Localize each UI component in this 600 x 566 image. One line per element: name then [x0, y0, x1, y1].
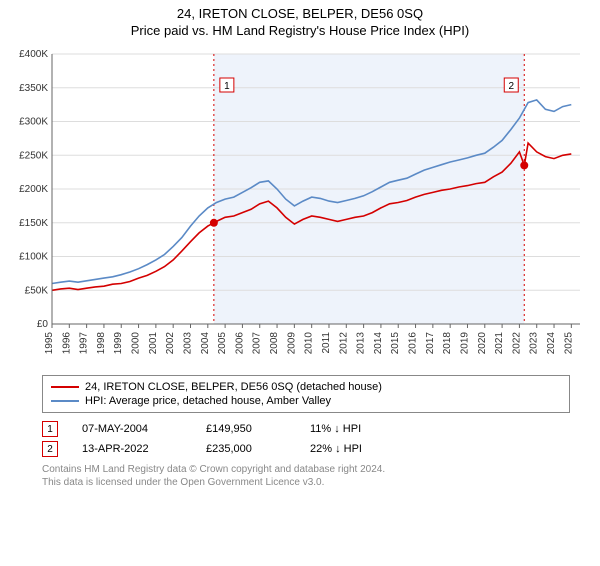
svg-text:1996: 1996 — [61, 332, 72, 355]
sale-delta: 22% ↓ HPI — [310, 443, 362, 455]
legend-label: HPI: Average price, detached house, Ambe… — [85, 395, 331, 407]
sale-marker: 1 — [42, 421, 58, 437]
svg-text:2004: 2004 — [200, 332, 211, 355]
svg-text:2012: 2012 — [338, 332, 349, 355]
page-subtitle: Price paid vs. HM Land Registry's House … — [0, 23, 600, 38]
svg-text:2017: 2017 — [425, 332, 436, 355]
svg-text:2013: 2013 — [356, 332, 367, 355]
svg-text:1997: 1997 — [79, 332, 90, 355]
svg-text:2014: 2014 — [373, 332, 384, 355]
sale-date: 13-APR-2022 — [82, 443, 182, 455]
legend-swatch — [51, 400, 79, 402]
svg-text:£0: £0 — [37, 319, 49, 330]
sale-price: £235,000 — [206, 443, 286, 455]
svg-text:2025: 2025 — [563, 332, 574, 355]
footer-line-2: This data is licensed under the Open Gov… — [42, 476, 570, 489]
page-title: 24, IRETON CLOSE, BELPER, DE56 0SQ — [0, 6, 600, 21]
svg-text:£250K: £250K — [19, 150, 48, 161]
footer-line-1: Contains HM Land Registry data © Crown c… — [42, 463, 570, 476]
svg-text:2001: 2001 — [148, 332, 159, 355]
svg-text:2011: 2011 — [321, 332, 332, 354]
footer-note: Contains HM Land Registry data © Crown c… — [42, 463, 570, 489]
svg-text:1999: 1999 — [113, 332, 124, 355]
chart-container: £0 £50K £100K £150K £200K £250K £300K £350K £400… — [10, 44, 590, 369]
svg-text:2009: 2009 — [286, 332, 297, 355]
sale-row: 1 07-MAY-2004 £149,950 11% ↓ HPI — [42, 419, 570, 439]
svg-text:£100K: £100K — [19, 252, 48, 263]
sale-delta: 11% ↓ HPI — [310, 423, 361, 435]
svg-text:2006: 2006 — [234, 332, 245, 355]
sales-table: 1 07-MAY-2004 £149,950 11% ↓ HPI 2 13-APR-202… — [42, 419, 570, 459]
price-chart: £0 £50K £100K £150K £200K £250K £300K £350K £400… — [10, 44, 590, 364]
svg-text:2007: 2007 — [252, 332, 263, 355]
sale-date: 07-MAY-2004 — [82, 423, 182, 435]
svg-text:£400K: £400K — [19, 49, 48, 60]
sale-price: £149,950 — [206, 423, 286, 435]
svg-text:£300K: £300K — [19, 117, 48, 128]
svg-text:2020: 2020 — [477, 332, 488, 355]
svg-text:£350K: £350K — [19, 83, 48, 94]
svg-text:£150K: £150K — [19, 218, 48, 229]
svg-text:2010: 2010 — [304, 332, 315, 355]
svg-text:2003: 2003 — [182, 332, 193, 355]
svg-text:2022: 2022 — [511, 332, 522, 355]
svg-text:1998: 1998 — [96, 332, 107, 355]
svg-text:2: 2 — [508, 81, 514, 92]
svg-text:1: 1 — [224, 81, 230, 92]
svg-text:2016: 2016 — [408, 332, 419, 355]
svg-text:2002: 2002 — [165, 332, 176, 355]
svg-text:£50K: £50K — [25, 285, 49, 296]
svg-text:2000: 2000 — [131, 332, 142, 355]
legend-label: 24, IRETON CLOSE, BELPER, DE56 0SQ (deta… — [85, 381, 382, 393]
svg-text:2019: 2019 — [459, 332, 470, 355]
svg-text:1995: 1995 — [44, 332, 55, 355]
svg-text:2005: 2005 — [217, 332, 228, 355]
svg-text:2024: 2024 — [546, 332, 557, 355]
svg-text:2021: 2021 — [494, 332, 505, 355]
svg-text:2008: 2008 — [269, 332, 280, 355]
legend-item: 24, IRETON CLOSE, BELPER, DE56 0SQ (deta… — [51, 380, 561, 394]
legend: 24, IRETON CLOSE, BELPER, DE56 0SQ (deta… — [42, 375, 570, 413]
svg-text:£200K: £200K — [19, 184, 48, 195]
legend-item: HPI: Average price, detached house, Ambe… — [51, 394, 561, 408]
sale-marker: 2 — [42, 441, 58, 457]
svg-text:2018: 2018 — [442, 332, 453, 355]
sale-row: 2 13-APR-2022 £235,000 22% ↓ HPI — [42, 439, 570, 459]
svg-text:2023: 2023 — [529, 332, 540, 355]
legend-swatch — [51, 386, 79, 388]
svg-text:2015: 2015 — [390, 332, 401, 355]
